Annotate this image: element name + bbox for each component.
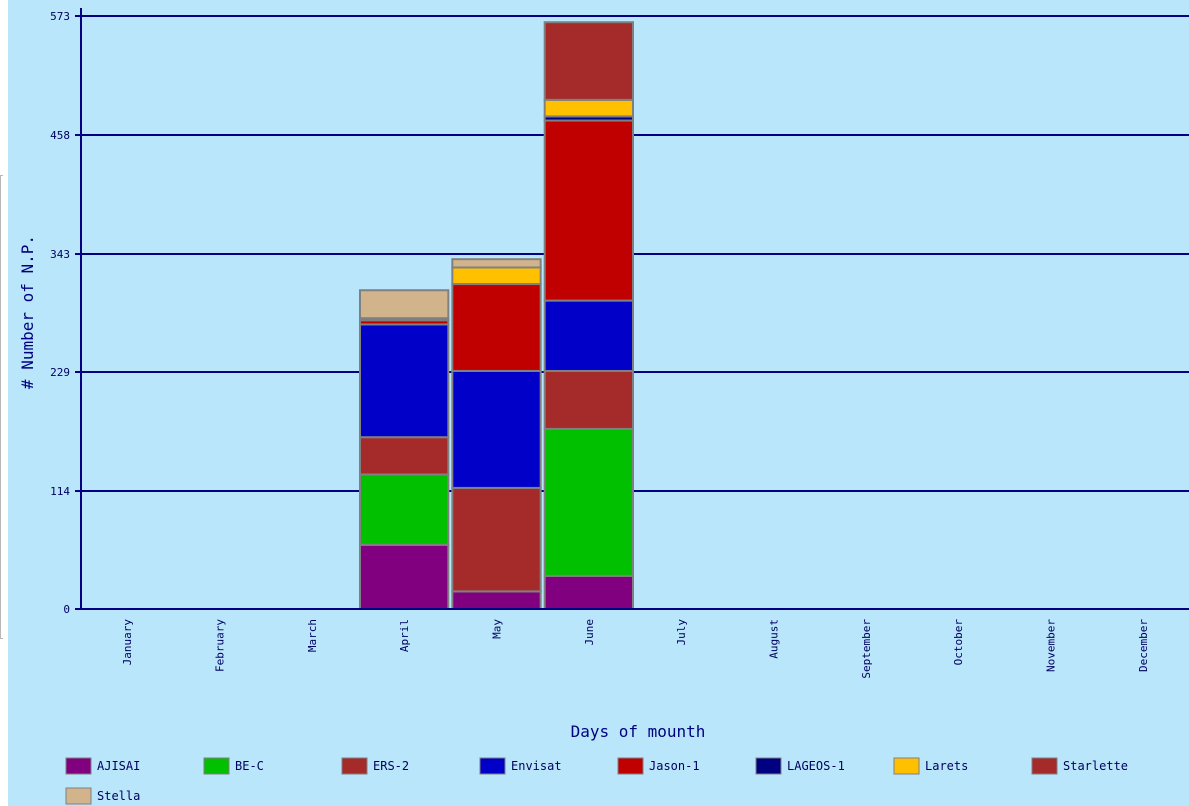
bar-june-ers-2 (543, 369, 635, 430)
bar-april-stella (359, 289, 450, 320)
axes (80, 8, 1189, 610)
x-tick-label-january: January (121, 619, 134, 666)
legend-label-ers-2: ERS-2 (373, 759, 409, 773)
legend-label-lageos-1: LAGEOS-1 (787, 759, 845, 773)
chart-panel: 0 114 229 343 458 573 January February March Apr… (8, 0, 1189, 806)
bar-april-ajisai (359, 543, 450, 610)
legend-label-ajisai: AJISAI (97, 759, 140, 773)
x-tick-label-may: May (491, 619, 504, 639)
gridlines (81, 15, 1189, 493)
legend-label-starlette: Starlette (1063, 759, 1128, 773)
legend-swatch-ers-2 (341, 757, 368, 775)
legend-swatch-jason-1 (617, 757, 644, 775)
bar-june-larets (543, 98, 635, 118)
legend-swatch-ajisai (65, 757, 92, 775)
page-frame-border (0, 175, 3, 639)
bar-june-be-c (543, 427, 635, 577)
legend-swatch-lageos-1 (755, 757, 782, 775)
x-tick-label-february: February (214, 619, 227, 672)
bar-may-larets (451, 266, 542, 286)
bars (359, 21, 635, 610)
x-tick-label-september: September (860, 619, 873, 679)
legend-label-jason-1: Jason-1 (649, 759, 700, 773)
y-axis-title: # Number of N.P. (18, 235, 37, 389)
legend-swatch-starlette (1031, 757, 1058, 775)
bar-june-ajisai (543, 574, 635, 610)
legend: AJISAI BE-C ERS-2 Envisat Jason-1 LAGEOS-1 Lar… (65, 757, 1128, 805)
y-tick-label: 458 (50, 129, 70, 142)
bar-may-ers-2 (451, 486, 542, 593)
y-tick-label: 343 (50, 248, 70, 261)
y-tick-label: 114 (50, 485, 70, 498)
y-tick-labels: 0 114 229 343 458 573 (50, 10, 81, 616)
x-tick-label-november: November (1045, 619, 1058, 672)
bar-may-jason-1 (451, 283, 542, 372)
legend-swatch-envisat (479, 757, 506, 775)
x-tick-label-march: March (306, 619, 319, 652)
bar-june-starlette (543, 21, 635, 101)
x-tick-label-august: August (768, 619, 781, 659)
x-tick-label-october: October (952, 619, 965, 666)
y-tick-label: 0 (63, 603, 70, 616)
bar-april-be-c (359, 473, 450, 546)
legend-swatch-larets (893, 757, 920, 775)
x-tick-labels: January February March April May June July Augu… (121, 619, 1150, 679)
legend-swatch-stella (65, 787, 92, 805)
bar-may-ajisai (451, 590, 542, 610)
x-axis-title: Days of mounth (571, 722, 706, 741)
bar-june-envisat (543, 299, 635, 372)
x-tick-label-july: July (675, 619, 688, 646)
bar-june-jason-1 (543, 119, 635, 302)
legend-label-envisat: Envisat (511, 759, 562, 773)
legend-swatch-be-c (203, 757, 230, 775)
bar-april-ers-2 (359, 436, 450, 476)
legend-label-larets: Larets (925, 759, 968, 773)
stacked-bar-chart: 0 114 229 343 458 573 January February March Apr… (18, 8, 1189, 805)
y-tick-label: 573 (50, 10, 70, 23)
legend-label-be-c: BE-C (235, 759, 264, 773)
bar-may-stella (451, 258, 542, 269)
x-tick-label-june: June (583, 619, 596, 646)
bar-april-envisat (359, 323, 450, 439)
y-tick-label: 229 (50, 366, 70, 379)
x-tick-label-december: December (1137, 619, 1150, 672)
x-tick-label-april: April (398, 619, 411, 652)
legend-label-stella: Stella (97, 789, 140, 803)
bar-may-envisat (451, 369, 542, 489)
